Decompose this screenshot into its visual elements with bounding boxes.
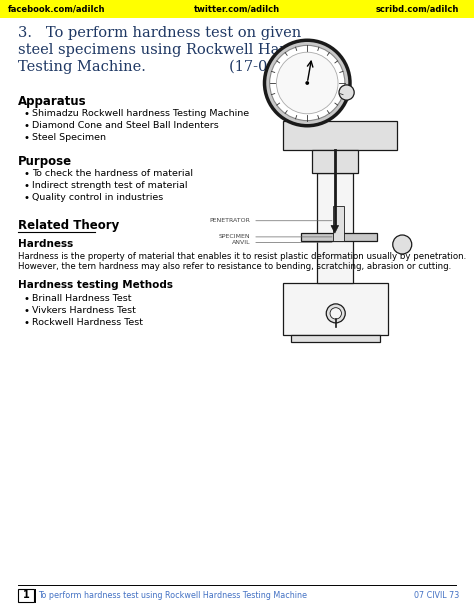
Circle shape bbox=[305, 81, 309, 85]
FancyBboxPatch shape bbox=[317, 173, 353, 283]
Text: Steel Specimen: Steel Specimen bbox=[32, 133, 106, 142]
Text: •: • bbox=[24, 181, 30, 191]
Circle shape bbox=[339, 85, 354, 100]
Text: •: • bbox=[24, 193, 30, 203]
Circle shape bbox=[330, 308, 341, 319]
Text: Brinall Hardness Test: Brinall Hardness Test bbox=[32, 294, 131, 303]
FancyBboxPatch shape bbox=[283, 283, 388, 335]
Circle shape bbox=[264, 40, 350, 126]
Text: PENETRATOR: PENETRATOR bbox=[210, 218, 332, 223]
Text: Hardness testing Methods: Hardness testing Methods bbox=[18, 280, 173, 290]
FancyBboxPatch shape bbox=[312, 150, 357, 173]
Text: However, the tern hardness may also refer to resistance to bending, scratching, : However, the tern hardness may also refe… bbox=[18, 262, 451, 271]
Text: To check the hardness of material: To check the hardness of material bbox=[32, 169, 193, 178]
Text: scribd.com/adilch: scribd.com/adilch bbox=[375, 4, 459, 13]
Text: •: • bbox=[24, 133, 30, 143]
Text: SPECIMEN: SPECIMEN bbox=[219, 234, 332, 240]
FancyBboxPatch shape bbox=[291, 335, 381, 342]
Text: Apparatus: Apparatus bbox=[18, 95, 87, 108]
Text: ANVIL: ANVIL bbox=[232, 240, 332, 245]
Text: •: • bbox=[24, 169, 30, 179]
Text: Diamond Cone and Steel Ball Indenters: Diamond Cone and Steel Ball Indenters bbox=[32, 121, 219, 130]
Text: Rockwell Hardness Test: Rockwell Hardness Test bbox=[32, 318, 143, 327]
Text: Hardness: Hardness bbox=[18, 239, 73, 249]
Text: •: • bbox=[24, 318, 30, 328]
Text: •: • bbox=[24, 109, 30, 119]
FancyBboxPatch shape bbox=[333, 206, 344, 241]
Circle shape bbox=[326, 304, 345, 323]
Bar bbox=[0, 0, 474, 18]
Circle shape bbox=[270, 45, 345, 121]
Text: twitter.com/adilch: twitter.com/adilch bbox=[194, 4, 280, 13]
FancyBboxPatch shape bbox=[301, 233, 377, 241]
Text: •: • bbox=[24, 294, 30, 304]
Text: To perform hardness test using Rockwell Hardness Testing Machine: To perform hardness test using Rockwell … bbox=[38, 591, 307, 600]
Text: Purpose: Purpose bbox=[18, 155, 72, 168]
Polygon shape bbox=[331, 226, 338, 233]
Text: 3.   To perform hardness test on given: 3. To perform hardness test on given bbox=[18, 26, 301, 40]
Text: Quality control in industries: Quality control in industries bbox=[32, 193, 163, 202]
Text: Indirect strength test of material: Indirect strength test of material bbox=[32, 181, 188, 190]
FancyBboxPatch shape bbox=[283, 121, 398, 150]
Circle shape bbox=[276, 52, 338, 114]
Circle shape bbox=[393, 235, 412, 254]
Text: •: • bbox=[24, 121, 30, 131]
Text: steel specimens using Rockwell Hardness: steel specimens using Rockwell Hardness bbox=[18, 43, 329, 57]
FancyBboxPatch shape bbox=[18, 589, 34, 602]
Text: facebook.com/adilch: facebook.com/adilch bbox=[8, 4, 106, 13]
Text: •: • bbox=[24, 306, 30, 316]
Text: Testing Machine.                  (17-09-08): Testing Machine. (17-09-08) bbox=[18, 60, 306, 74]
Text: 1: 1 bbox=[23, 590, 29, 601]
Text: 07 CIVIL 73: 07 CIVIL 73 bbox=[414, 591, 459, 600]
Text: Related Theory: Related Theory bbox=[18, 219, 119, 232]
Text: Vivkers Hardness Test: Vivkers Hardness Test bbox=[32, 306, 136, 315]
Text: Hardness is the property of material that enables it to resist plastic deformati: Hardness is the property of material tha… bbox=[18, 252, 466, 261]
Text: Shimadzu Rockwell hardness Testing Machine: Shimadzu Rockwell hardness Testing Machi… bbox=[32, 109, 249, 118]
